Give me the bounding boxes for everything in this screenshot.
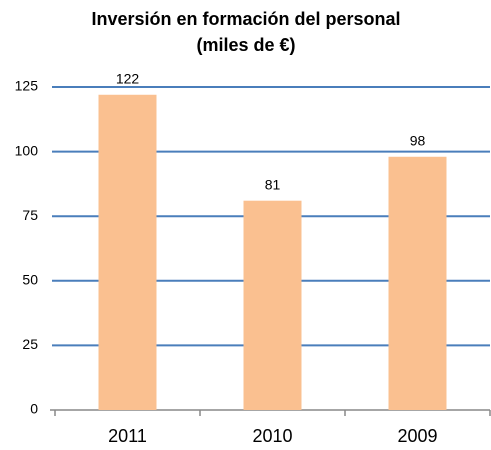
bar xyxy=(388,156,447,410)
data-label: 98 xyxy=(410,132,426,148)
y-tick-label: 0 xyxy=(30,401,38,417)
chart-title: Inversión en formación del personal xyxy=(91,9,400,29)
chart-subtitle: (miles de €) xyxy=(196,35,295,55)
y-tick-label: 50 xyxy=(22,272,38,288)
x-tick-label: 2010 xyxy=(252,426,292,446)
y-tick-label: 125 xyxy=(15,78,39,94)
x-tick-label: 2011 xyxy=(108,426,147,446)
bar xyxy=(243,200,302,410)
y-tick-label: 25 xyxy=(22,336,38,352)
bar xyxy=(98,94,157,410)
data-label: 81 xyxy=(265,176,281,192)
x-tick-label: 2009 xyxy=(397,426,437,446)
data-label: 122 xyxy=(116,70,140,86)
y-tick-label: 100 xyxy=(15,142,39,158)
y-tick-label: 75 xyxy=(22,207,38,223)
